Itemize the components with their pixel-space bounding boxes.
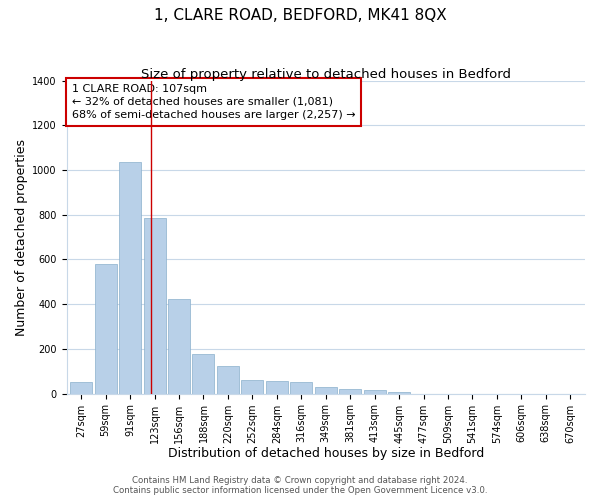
Bar [241, 380, 263, 394]
Text: Contains HM Land Registry data © Crown copyright and database right 2024.
Contai: Contains HM Land Registry data © Crown c… [113, 476, 487, 495]
Bar [266, 382, 288, 394]
Text: 1 CLARE ROAD: 107sqm
← 32% of detached houses are smaller (1,081)
68% of semi-de: 1 CLARE ROAD: 107sqm ← 32% of detached h… [71, 84, 355, 120]
X-axis label: Distribution of detached houses by size in Bedford: Distribution of detached houses by size … [167, 447, 484, 460]
Bar [193, 354, 214, 394]
Bar [119, 162, 141, 394]
Title: Size of property relative to detached houses in Bedford: Size of property relative to detached ho… [141, 68, 511, 80]
Bar [95, 264, 116, 394]
Bar [70, 382, 92, 394]
Bar [315, 387, 337, 394]
Bar [143, 218, 166, 394]
Bar [168, 298, 190, 394]
Bar [290, 382, 313, 394]
Bar [364, 390, 386, 394]
Bar [339, 388, 361, 394]
Text: 1, CLARE ROAD, BEDFORD, MK41 8QX: 1, CLARE ROAD, BEDFORD, MK41 8QX [154, 8, 446, 22]
Bar [388, 392, 410, 394]
Bar [217, 366, 239, 394]
Y-axis label: Number of detached properties: Number of detached properties [15, 138, 28, 336]
